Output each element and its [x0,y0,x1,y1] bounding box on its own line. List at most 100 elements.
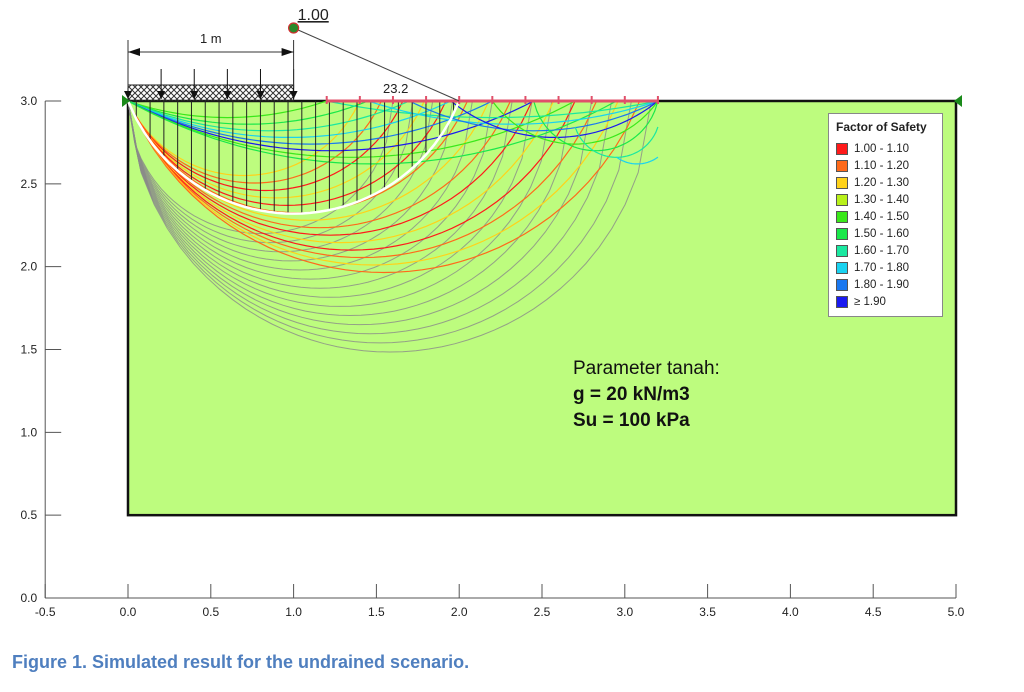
y-tick-label: 1.0 [21,425,38,439]
slip-arc [450,100,659,138]
slip-arc [127,100,598,259]
slip-center-marker [288,22,300,34]
legend-item: 1.40 - 1.50 [836,208,936,225]
soil-parameters: Parameter tanah: g = 20 kN/m3 Su = 100 k… [573,356,720,434]
slip-arc [127,100,454,262]
slip-arc [127,100,553,307]
y-tick-label: 0.0 [21,591,38,605]
slip-arc [127,100,576,158]
y-tick-label: 1.5 [21,342,38,356]
slip-arc [127,100,447,207]
slip-arc [127,100,576,251]
legend-swatch [836,193,848,206]
load-arrow-head [223,90,232,99]
legend-label: 1.00 - 1.10 [854,142,909,155]
legend-swatch [836,210,848,223]
slip-arc [127,100,513,289]
load-arrow-head [289,90,298,99]
legend-label: 1.70 - 1.80 [854,261,909,274]
legend-label: 1.80 - 1.90 [854,278,909,291]
slip-arc [127,100,641,274]
x-tick-label: 2.5 [534,605,551,619]
legend-swatch [836,278,848,291]
legend-item: ≥ 1.90 [836,293,936,310]
soil-region [126,99,958,517]
params-gamma: g = 20 kN/m3 [573,384,690,405]
legend-swatch [836,142,848,155]
x-tick-label: 0.0 [120,605,137,619]
overlay [122,22,962,107]
slip-arc [127,100,632,344]
load-arrow-head [124,90,132,99]
slip-arc [127,100,617,165]
slices [135,100,455,214]
params-su: Su = 100 kPa [573,410,690,431]
slip-center-label: 1.00 [298,7,329,24]
legend-item: 1.00 - 1.10 [836,140,936,157]
slip-arc [127,100,414,244]
legend-item: 1.70 - 1.80 [836,259,936,276]
slip-arc [367,100,659,125]
slip-arc [127,100,473,271]
support-left-icon [122,94,130,107]
legend-item: 1.80 - 1.90 [836,276,936,293]
slip-arc [127,100,534,152]
x-tick-label: 0.5 [202,605,219,619]
load-width-label: 1 m [200,31,222,46]
legend-swatch [836,244,848,257]
slip-arc [127,100,613,335]
slip-arcs [127,100,659,353]
slip-arc [127,100,410,132]
x-tick-label: 1.0 [285,605,302,619]
legend-item: 1.60 - 1.70 [836,242,936,259]
distributed-load [127,84,295,102]
legend-swatch [836,227,848,240]
slip-arc [127,100,327,119]
x-tick-label: 2.0 [451,605,468,619]
slip-arc [127,100,652,353]
x-tick-label: 3.5 [699,605,716,619]
slip-arc [127,100,361,177]
x-tick-label: 1.5 [368,605,385,619]
legend-item: 1.30 - 1.40 [836,191,936,208]
slip-arc [127,100,394,235]
legend-item: 1.20 - 1.30 [836,174,936,191]
slip-arc [127,100,382,184]
load-arrow-head [190,90,199,99]
axes: -0.5 0.0 0.5 1.0 1.5 2.0 2.5 3.0 3.5 4.0 4.5 5.00.0… [21,94,965,619]
slip-arc [616,156,659,165]
critical-slip-circle [126,100,461,215]
legend-item: 1.10 - 1.20 [836,157,936,174]
legend-label: 1.10 - 1.20 [854,159,909,172]
dimension-arrow-left [128,48,140,56]
legend-label: 1.30 - 1.40 [854,193,909,206]
legend-label: 1.50 - 1.60 [854,227,909,240]
y-tick-label: 0.5 [21,508,38,522]
figure-caption: Figure 1. Simulated result for the undra… [12,652,470,672]
slip-arc [127,100,512,229]
dimension-arrow-right [281,48,294,56]
y-tick-label: 2.0 [21,260,38,274]
slip-arc [127,100,573,317]
x-tick-label: 3.0 [616,605,633,619]
slip-arc [127,100,369,125]
slip-arc [326,100,659,119]
load-arrow-head [256,90,265,99]
slip-arc [127,100,533,236]
legend: Factor of Safety 1.00 - 1.10 1.10 - 1.20 1… [828,113,943,317]
y-tick-label: 2.5 [21,177,38,191]
load-arrow-head [157,90,166,99]
legend-label: ≥ 1.90 [854,295,886,308]
legend-swatch [836,176,848,189]
x-tick-label: 4.0 [782,605,799,619]
y-tick-label: 3.0 [21,94,38,108]
legend-label: 1.20 - 1.30 [854,176,909,189]
radius-line [293,27,460,102]
radius-label: 23.2 [383,81,408,96]
slip-arc [127,100,493,280]
slip-arc [127,100,493,145]
slip-arc [491,100,659,145]
slope-diagram: -0.5 0.0 0.5 1.0 1.5 2.0 2.5 3.0 3.5 4.0 4.5 5.00.0… [21,7,965,619]
slip-arc [127,100,452,138]
slip-arc [127,100,619,266]
